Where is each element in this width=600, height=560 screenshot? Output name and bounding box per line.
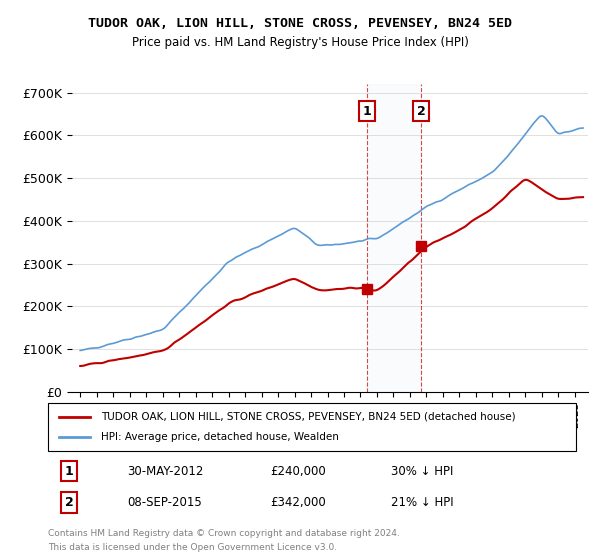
Text: Price paid vs. HM Land Registry's House Price Index (HPI): Price paid vs. HM Land Registry's House … [131,36,469,49]
Text: 30-MAY-2012: 30-MAY-2012 [127,465,203,478]
Text: £342,000: £342,000 [270,496,326,509]
Bar [367,84,421,392]
FancyBboxPatch shape [48,403,576,451]
Text: 21% ↓ HPI: 21% ↓ HPI [391,496,454,509]
Text: 2: 2 [416,105,425,118]
Text: 1: 1 [65,465,73,478]
Text: TUDOR OAK, LION HILL, STONE CROSS, PEVENSEY, BN24 5ED (detached house): TUDOR OAK, LION HILL, STONE CROSS, PEVEN… [101,412,515,422]
Text: This data is licensed under the Open Government Licence v3.0.: This data is licensed under the Open Gov… [48,543,337,552]
Text: £240,000: £240,000 [270,465,326,478]
Text: HPI: Average price, detached house, Wealden: HPI: Average price, detached house, Weal… [101,432,338,442]
Text: 2: 2 [65,496,73,509]
Text: TUDOR OAK, LION HILL, STONE CROSS, PEVENSEY, BN24 5ED: TUDOR OAK, LION HILL, STONE CROSS, PEVEN… [88,17,512,30]
Text: Contains HM Land Registry data © Crown copyright and database right 2024.: Contains HM Land Registry data © Crown c… [48,529,400,538]
Text: 1: 1 [363,105,372,118]
Text: 30% ↓ HPI: 30% ↓ HPI [391,465,454,478]
Text: 08-SEP-2015: 08-SEP-2015 [127,496,202,509]
